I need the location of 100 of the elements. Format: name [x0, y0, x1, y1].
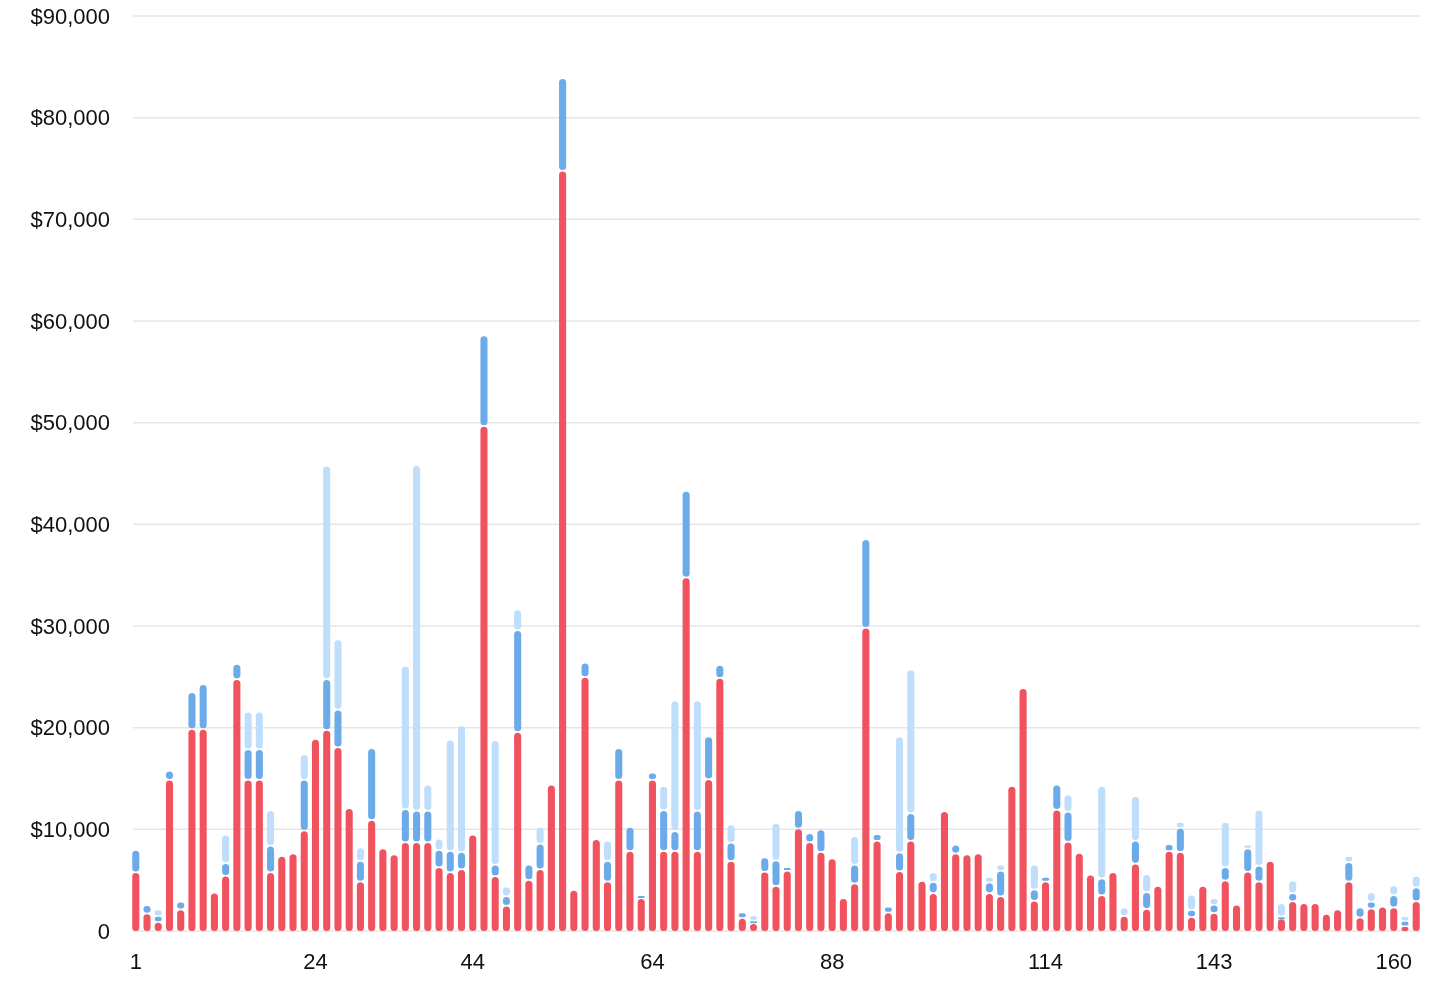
y-tick-label: $60,000: [30, 308, 110, 334]
bar: [559, 171, 567, 931]
bar: [1378, 907, 1387, 931]
bar: [1176, 828, 1184, 852]
bar: [963, 855, 971, 931]
bar: [401, 666, 409, 809]
bar: [401, 843, 409, 931]
bar: [603, 882, 612, 931]
bar: [502, 896, 510, 906]
bar: [862, 628, 870, 931]
bar: [1311, 904, 1319, 931]
bar: [1255, 866, 1263, 881]
x-tick-label: 88: [819, 949, 845, 974]
x-tick-label: 114: [1028, 949, 1064, 974]
bar: [806, 843, 814, 931]
bar: [1244, 849, 1252, 872]
bar: [356, 861, 364, 881]
bar: [1008, 786, 1016, 931]
bar: [514, 732, 522, 931]
bar: [491, 740, 499, 864]
bar: [581, 677, 589, 931]
bar: [985, 893, 993, 931]
bar: [1176, 852, 1184, 931]
bar: [323, 679, 331, 730]
bar: [1244, 872, 1252, 931]
y-tick-label: $10,000: [30, 817, 110, 843]
bar: [1143, 875, 1151, 892]
bar: [278, 856, 286, 931]
bar: [817, 852, 825, 931]
bar: [222, 835, 230, 863]
bar: [1412, 902, 1420, 931]
bar: [615, 749, 623, 780]
y-tick-label: $90,000: [30, 3, 110, 29]
bar: [727, 825, 735, 843]
bar: [1266, 861, 1274, 931]
bar: [311, 739, 320, 931]
bar: [356, 882, 364, 931]
bar: [267, 811, 275, 846]
bar: [839, 898, 847, 931]
bar: [244, 780, 252, 931]
bar: [1053, 785, 1061, 810]
bar: [491, 877, 499, 931]
bar: [323, 730, 331, 931]
y-tick-label: $50,000: [30, 410, 110, 436]
bar: [794, 829, 802, 931]
y-tick-label: $40,000: [30, 512, 110, 538]
bar: [267, 873, 275, 931]
bar: [1064, 795, 1072, 812]
bar: [648, 780, 656, 931]
bar: [761, 858, 769, 872]
bar: [896, 737, 904, 852]
bar: [1188, 917, 1196, 931]
bar: [1120, 916, 1128, 931]
bar: [547, 785, 555, 931]
bar: [783, 871, 791, 931]
bar: [334, 640, 342, 709]
bar: [435, 867, 443, 931]
bar: [997, 896, 1005, 931]
bar: [896, 872, 904, 931]
bar: [693, 701, 701, 811]
bar: [255, 780, 263, 931]
bar: [514, 631, 522, 732]
bar: [1345, 882, 1353, 931]
bar: [188, 729, 196, 931]
bar: [1367, 909, 1375, 931]
bar: [1064, 812, 1072, 842]
bar: [334, 710, 342, 747]
bar: [761, 872, 769, 931]
bar: [637, 898, 645, 931]
bar: [896, 853, 904, 871]
bar: [626, 851, 634, 931]
bar: [514, 610, 522, 630]
bar: [1322, 914, 1330, 931]
bar: [132, 850, 140, 872]
bar: [660, 851, 668, 931]
bar: [244, 750, 252, 780]
bar: [480, 426, 488, 931]
y-tick-label: $20,000: [30, 715, 110, 741]
bar: [165, 780, 174, 931]
bar: [693, 851, 701, 931]
bar: [929, 893, 937, 931]
bar: [368, 820, 376, 931]
bar: [918, 881, 926, 931]
bar: [446, 851, 454, 872]
bar: [1131, 796, 1139, 841]
bar: [1300, 904, 1308, 931]
bar: [457, 852, 466, 869]
bar: [1412, 888, 1420, 901]
bar: [671, 851, 679, 931]
bar: [940, 812, 949, 931]
bar: [592, 840, 600, 931]
bar: [828, 859, 836, 931]
bar: [446, 873, 454, 931]
bar: [1390, 908, 1398, 931]
bar: [368, 749, 376, 820]
bar: [457, 870, 466, 931]
bar: [1131, 841, 1139, 863]
bar: [738, 918, 746, 931]
bar: [525, 880, 533, 931]
bar: [1019, 689, 1027, 931]
